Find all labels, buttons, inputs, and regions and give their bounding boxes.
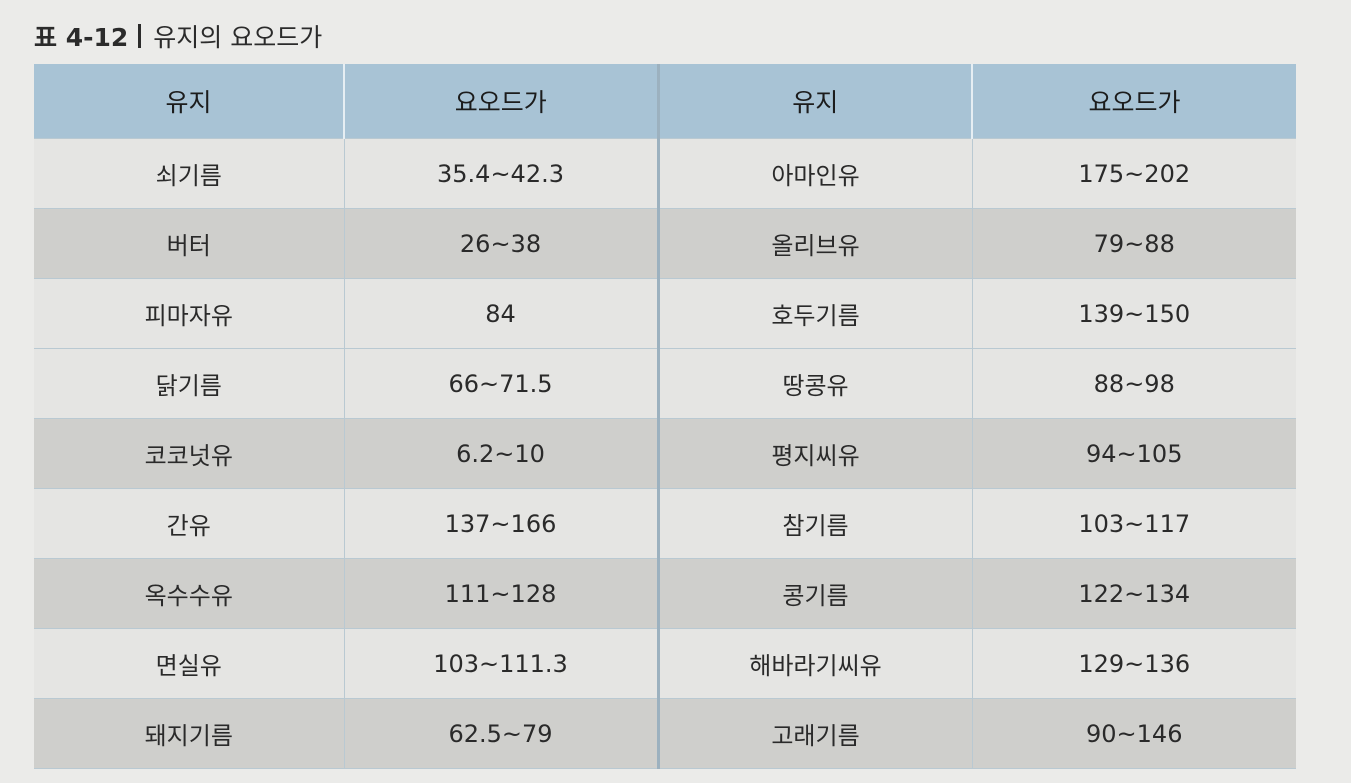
table-caption: 표 4-12 유지의 요오드가 — [34, 16, 322, 56]
table-body: 쇠기름 35.4~42.3 아마인유 175~202 버터 26~38 올리브유 79~88 피… — [34, 138, 1296, 769]
table-row: 버터 26~38 올리브유 79~88 — [34, 208, 1296, 279]
oil-name-right: 올리브유 — [658, 208, 973, 279]
table-row: 피마자유 84 호두기름 139~150 — [34, 278, 1296, 349]
oil-name-left: 버터 — [34, 208, 345, 279]
iodine-value-table: 유지 요오드가 유지 요오드가 쇠기름 35.4~42.3 아마인유 175~202 버… — [34, 64, 1296, 769]
table-title: 유지의 요오드가 — [153, 23, 323, 52]
oil-name-left: 옥수수유 — [34, 558, 345, 629]
table-row: 면실유 103~111.3 해바라기씨유 129~136 — [34, 628, 1296, 699]
table-row: 간유 137~166 참기름 103~117 — [34, 488, 1296, 559]
iodine-value-right: 103~117 — [972, 488, 1296, 559]
iodine-value-right: 175~202 — [972, 138, 1296, 209]
oil-name-left: 간유 — [34, 488, 345, 559]
header-iodine-left: 요오드가 — [344, 64, 660, 139]
iodine-value-right: 88~98 — [972, 348, 1296, 419]
iodine-value-table-container: 유지 요오드가 유지 요오드가 쇠기름 35.4~42.3 아마인유 175~202 버… — [34, 64, 1296, 769]
oil-name-right: 땅콩유 — [658, 348, 973, 419]
header-iodine-right: 요오드가 — [972, 64, 1296, 139]
header-oil-left: 유지 — [34, 64, 345, 139]
table-row: 옥수수유 111~128 콩기름 122~134 — [34, 558, 1296, 629]
oil-name-right: 콩기름 — [658, 558, 973, 629]
iodine-value-right: 94~105 — [972, 418, 1296, 489]
oil-name-right: 참기름 — [658, 488, 973, 559]
oil-name-left: 쇠기름 — [34, 138, 345, 209]
iodine-value-left: 66~71.5 — [344, 348, 660, 419]
iodine-value-right: 90~146 — [972, 698, 1296, 769]
oil-name-right: 고래기름 — [658, 698, 973, 769]
oil-name-right: 평지씨유 — [658, 418, 973, 489]
oil-name-right: 호두기름 — [658, 278, 973, 349]
iodine-value-left: 137~166 — [344, 488, 660, 559]
table-number: 표 4-12 — [34, 23, 129, 52]
oil-name-right: 해바라기씨유 — [658, 628, 973, 699]
iodine-value-left: 84 — [344, 278, 660, 349]
oil-name-left: 돼지기름 — [34, 698, 345, 769]
oil-name-left: 코코넛유 — [34, 418, 345, 489]
iodine-value-right: 129~136 — [972, 628, 1296, 699]
iodine-value-right: 139~150 — [972, 278, 1296, 349]
table-row: 코코넛유 6.2~10 평지씨유 94~105 — [34, 418, 1296, 489]
iodine-value-left: 62.5~79 — [344, 698, 660, 769]
iodine-value-left: 111~128 — [344, 558, 660, 629]
table-row: 쇠기름 35.4~42.3 아마인유 175~202 — [34, 138, 1296, 209]
iodine-value-left: 103~111.3 — [344, 628, 660, 699]
oil-name-left: 닭기름 — [34, 348, 345, 419]
oil-name-left: 면실유 — [34, 628, 345, 699]
header-row: 유지 요오드가 유지 요오드가 — [34, 64, 1296, 139]
oil-name-right: 아마인유 — [658, 138, 973, 209]
table-row: 닭기름 66~71.5 땅콩유 88~98 — [34, 348, 1296, 419]
iodine-value-left: 26~38 — [344, 208, 660, 279]
iodine-value-right: 122~134 — [972, 558, 1296, 629]
header-oil-right: 유지 — [658, 64, 973, 139]
caption-divider — [138, 24, 142, 48]
table-header: 유지 요오드가 유지 요오드가 — [34, 64, 1296, 139]
oil-name-left: 피마자유 — [34, 278, 345, 349]
iodine-value-left: 6.2~10 — [344, 418, 660, 489]
table-row: 돼지기름 62.5~79 고래기름 90~146 — [34, 698, 1296, 769]
iodine-value-right: 79~88 — [972, 208, 1296, 279]
iodine-value-left: 35.4~42.3 — [344, 138, 660, 209]
